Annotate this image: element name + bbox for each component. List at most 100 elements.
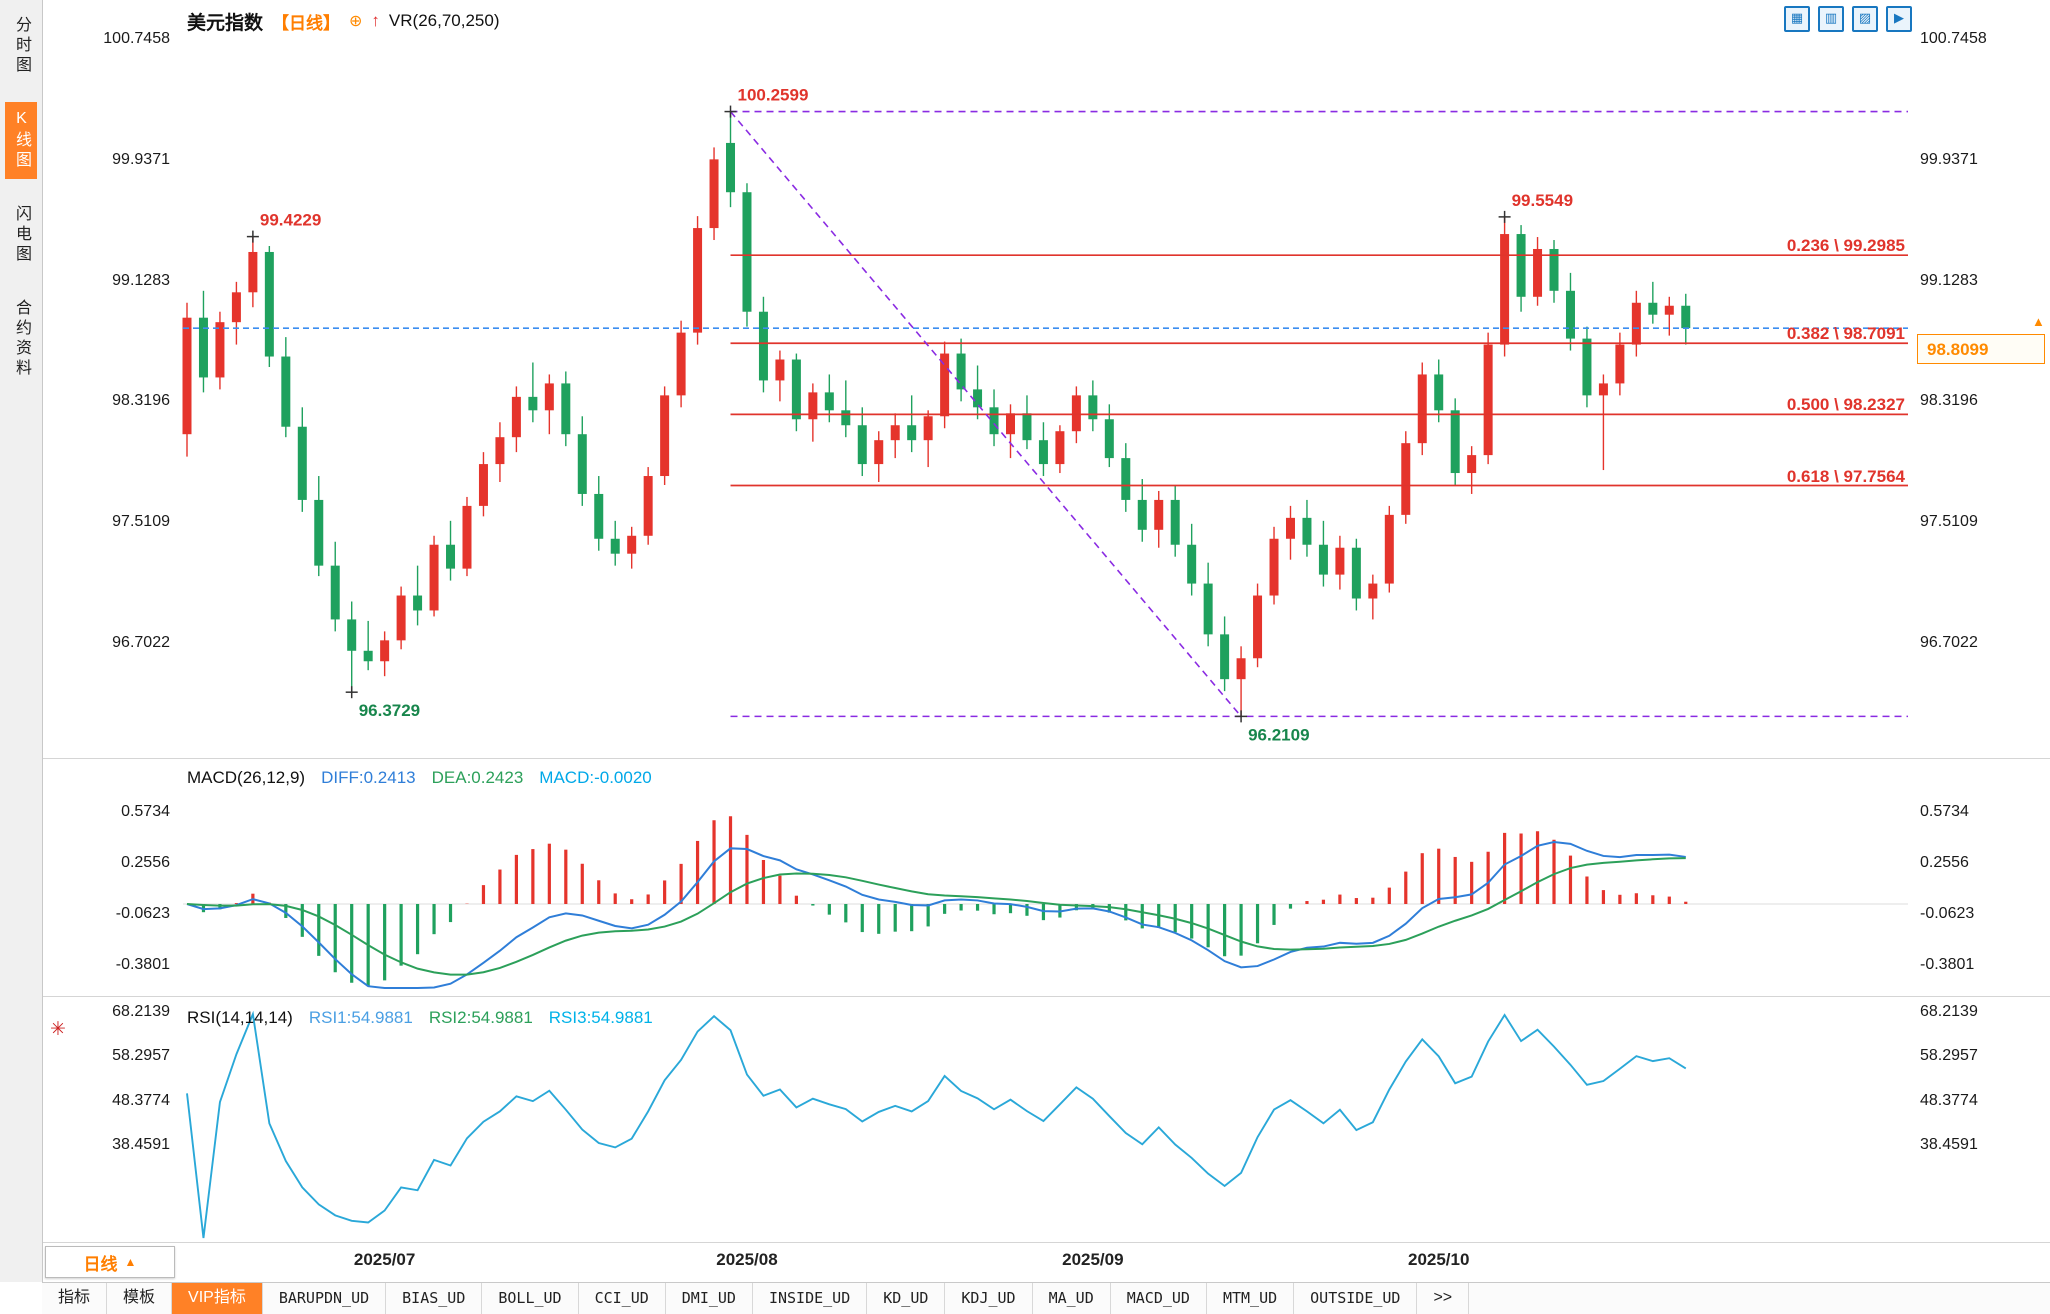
- bear-candle: [742, 192, 752, 312]
- bear-candle: [413, 595, 423, 611]
- bull-candle: [1335, 547, 1345, 575]
- bottom-tab-dmi-ud[interactable]: DMI_UD: [666, 1283, 753, 1314]
- period-selector-arrow-icon: ▲: [124, 1255, 137, 1269]
- bull-candle: [775, 359, 785, 381]
- bottom-tab-vip-indicators[interactable]: VIP指标: [172, 1283, 263, 1314]
- bear-candle: [1220, 634, 1230, 680]
- bull-candle: [1417, 374, 1427, 444]
- bull-candle: [231, 292, 241, 323]
- bull-candle: [1598, 383, 1608, 396]
- layout-next-icon[interactable]: ▶: [1886, 6, 1912, 32]
- rsi2-value: RSI2:54.9881: [428, 1008, 533, 1027]
- macd-dea-value: DEA:0.2423: [431, 768, 524, 787]
- bull-candle: [1269, 538, 1279, 596]
- bear-candle: [1434, 374, 1444, 411]
- bottom-tab-outside-ud[interactable]: OUTSIDE_UD: [1294, 1283, 1418, 1314]
- bottom-tab-mtm-ud[interactable]: MTM_UD: [1207, 1283, 1295, 1314]
- bear-candle: [363, 650, 373, 662]
- bull-candle: [1006, 413, 1015, 435]
- bottom-tab-inside-ud[interactable]: INSIDE_UD: [753, 1283, 868, 1314]
- bottom-tab-kd-ud[interactable]: KD_UD: [867, 1283, 946, 1314]
- bear-candle: [1351, 547, 1361, 599]
- sidebar-item-kline-chart[interactable]: K线图: [5, 102, 37, 179]
- bear-candle: [198, 317, 208, 378]
- bottom-tab-boll-ud[interactable]: BOLL_UD: [482, 1283, 579, 1314]
- indicator-label[interactable]: VR(26,70,250): [388, 11, 500, 30]
- bear-candle: [610, 538, 620, 554]
- bear-candle: [446, 544, 456, 569]
- macd-title: MACD(26,12,9): [187, 768, 306, 787]
- bull-candle: [676, 332, 686, 396]
- chart-toolbar: ▦ ▥ ▨ ▶: [1784, 6, 1912, 32]
- bull-candle: [1664, 305, 1674, 315]
- bull-candle: [627, 535, 637, 554]
- bear-candle: [1137, 499, 1147, 530]
- symbol-name: 美元指数: [187, 12, 264, 34]
- rsi-title: RSI(14,14,14): [187, 1008, 293, 1027]
- bear-candle: [1549, 248, 1559, 291]
- bull-candle: [1384, 514, 1394, 584]
- bottom-tab-more-tabs[interactable]: >>: [1417, 1283, 1470, 1314]
- bottom-tab-ma-ud[interactable]: MA_UD: [1033, 1283, 1111, 1314]
- extreme-price-annotation: 96.2109: [1248, 725, 1309, 744]
- chart-canvas[interactable]: 99.4229 96.3729 100.2599 96.2109 99.5549: [0, 0, 2050, 1282]
- pane-divider: [42, 996, 2050, 997]
- layout-split-icon[interactable]: ▥: [1818, 6, 1844, 32]
- bottom-tab-cci-ud[interactable]: CCI_UD: [579, 1283, 666, 1314]
- bull-candle: [1631, 302, 1641, 345]
- bull-candle: [1055, 431, 1065, 465]
- bull-candle: [940, 353, 950, 417]
- bear-candle: [973, 389, 983, 408]
- bottom-tab-indicators[interactable]: 指标: [42, 1283, 108, 1314]
- bear-candle: [577, 434, 587, 494]
- bear-candle: [1318, 544, 1328, 575]
- layout-grid-icon[interactable]: ▦: [1784, 6, 1810, 32]
- bear-candle: [1038, 440, 1048, 465]
- extreme-price-annotation: 100.2599: [738, 86, 809, 105]
- pane-divider: [42, 758, 2050, 759]
- bull-candle: [1285, 517, 1295, 539]
- layout-chart-icon[interactable]: ▨: [1852, 6, 1878, 32]
- bull-candle: [1533, 248, 1543, 297]
- sidebar-item-timeshare-chart[interactable]: 分时图: [13, 16, 30, 76]
- bull-candle: [1253, 595, 1263, 659]
- bull-candle: [495, 437, 505, 465]
- bottom-tab-macd-ud[interactable]: MACD_UD: [1111, 1283, 1207, 1314]
- bottom-tab-kdj-ud[interactable]: KDJ_UD: [945, 1283, 1033, 1314]
- period-tag[interactable]: 【日线】: [272, 13, 341, 33]
- bottom-tab-barupdn-ud[interactable]: BARUPDN_UD: [263, 1283, 387, 1314]
- bear-candle: [264, 251, 274, 357]
- bear-candle: [314, 499, 324, 566]
- extreme-price-annotation: 96.3729: [359, 701, 420, 720]
- rsi-line: [186, 1010, 1687, 1239]
- bear-candle: [1450, 410, 1460, 474]
- sidebar-item-contract-info[interactable]: 合约资料: [13, 299, 30, 379]
- bottom-tab-bias-ud[interactable]: BIAS_UD: [386, 1283, 483, 1314]
- bear-candle: [1170, 499, 1180, 545]
- bottom-tab-templates[interactable]: 模板: [107, 1283, 173, 1314]
- bear-candle: [1203, 583, 1213, 635]
- bear-candle: [1302, 517, 1312, 545]
- bear-candle: [594, 493, 604, 539]
- sidebar-item-lightning-chart[interactable]: 闪电图: [13, 205, 30, 265]
- macd-panel-header: MACD(26,12,9) DIFF:0.2413 DEA:0.2423 MAC…: [187, 768, 652, 788]
- indicator-tab-bar: 指标 模板 VIP指标 BARUPDN_UD BIAS_UD BOLL_UD CCI_UD D…: [42, 1282, 2050, 1314]
- bear-candle: [281, 356, 291, 427]
- bear-candle: [1104, 419, 1114, 459]
- bull-candle: [1071, 395, 1081, 432]
- bear-candle: [1648, 302, 1658, 315]
- bear-candle: [907, 425, 917, 441]
- bull-candle: [248, 251, 258, 293]
- bull-candle: [923, 416, 933, 441]
- period-selector[interactable]: 日线 ▲: [45, 1246, 175, 1278]
- indicator-settings-icon[interactable]: ✳: [50, 1019, 66, 1040]
- bull-candle: [1483, 344, 1493, 456]
- bull-candle: [660, 395, 670, 477]
- add-indicator-icon[interactable]: ⊕: [349, 13, 363, 30]
- bear-candle: [1022, 413, 1032, 441]
- bull-candle: [1467, 455, 1477, 474]
- bull-candle: [1615, 344, 1625, 384]
- bear-candle: [841, 410, 851, 426]
- extreme-price-annotation: 99.5549: [1512, 191, 1573, 210]
- bear-candle: [726, 142, 736, 193]
